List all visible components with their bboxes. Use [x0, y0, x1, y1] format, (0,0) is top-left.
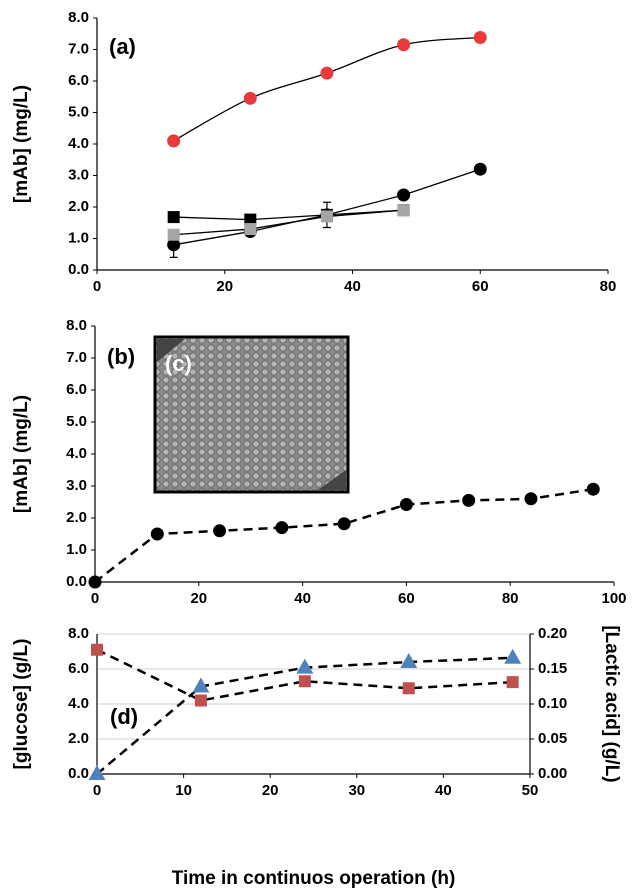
series-line [96, 648, 513, 702]
x-tick-label: 20 [216, 278, 233, 295]
marker [192, 677, 210, 693]
x-tick-label: 0 [93, 278, 101, 295]
marker [504, 648, 522, 664]
x-tick-label: 40 [435, 782, 452, 799]
marker [244, 223, 257, 236]
x-tick-label: 0 [93, 782, 101, 799]
marker [194, 694, 207, 707]
marker [296, 658, 314, 674]
series-line [96, 656, 513, 775]
x-tick-label: 40 [344, 278, 361, 295]
marker [397, 188, 411, 202]
y2-tick-label: 0.10 [538, 695, 567, 712]
y-tick-label: 6.0 [68, 72, 89, 89]
marker [586, 482, 600, 496]
y-tick-label: 3.0 [66, 477, 87, 494]
marker [213, 524, 227, 538]
y2-tick-label: 0.00 [538, 765, 567, 782]
y2-tick-label: 0.20 [538, 625, 567, 642]
panel-label: (d) [110, 704, 138, 729]
x-tick-label: 80 [502, 590, 519, 607]
marker [275, 521, 289, 535]
x-tick-label: 80 [600, 278, 617, 295]
marker [402, 682, 415, 695]
x-tick-label: 0 [91, 590, 99, 607]
marker [167, 211, 180, 224]
y-tick-label: 2.0 [68, 730, 89, 747]
y-tick-label: 4.0 [68, 135, 89, 152]
marker [506, 676, 519, 689]
inset-label: (c) [165, 351, 192, 376]
y2-tick-label: 0.05 [538, 730, 567, 747]
y-tick-label: 8.0 [68, 625, 89, 642]
y2-axis-label: [Lactic acid] (g/L) [601, 625, 622, 782]
marker [88, 575, 102, 589]
y-tick-label: 2.0 [68, 198, 89, 215]
series-line [94, 487, 594, 583]
marker [397, 38, 411, 52]
y-tick-label: 7.0 [66, 349, 87, 366]
marker [400, 653, 418, 668]
x-tick-label: 60 [472, 278, 489, 295]
x-tick-label: 100 [601, 590, 626, 607]
x-tick-label: 30 [348, 782, 365, 799]
marker [167, 228, 180, 241]
marker [244, 213, 257, 226]
x-tick-label: 20 [262, 782, 279, 799]
marker [473, 162, 487, 176]
y-tick-label: 2.0 [66, 509, 87, 526]
y-tick-label: 6.0 [68, 660, 89, 677]
y-tick-label: 4.0 [68, 695, 89, 712]
series-line [173, 209, 404, 236]
y-tick-label: 4.0 [66, 445, 87, 462]
inset-image [153, 335, 350, 494]
y-tick-label: 0.0 [68, 765, 89, 782]
y-tick-label: 8.0 [68, 9, 89, 26]
x-tick-label: 40 [294, 590, 311, 607]
y2-tick-label: 0.15 [538, 660, 567, 677]
marker [320, 210, 333, 223]
panel-label: (b) [107, 344, 135, 369]
y-axis-label: [mAb] (mg/L) [11, 395, 32, 513]
panel-label: (a) [109, 34, 136, 59]
x-axis-label: Time in continuos operation (h) [172, 868, 456, 889]
inset-shadow [157, 339, 185, 362]
y-tick-label: 6.0 [66, 381, 87, 398]
marker [167, 238, 181, 252]
y-tick-label: 3.0 [68, 166, 89, 183]
marker [167, 134, 181, 148]
y-tick-label: 8.0 [66, 317, 87, 334]
series-line [173, 36, 481, 142]
marker [298, 675, 311, 688]
y-tick-label: 5.0 [66, 413, 87, 430]
y-tick-label: 5.0 [68, 103, 89, 120]
y-tick-label: 0.0 [66, 573, 87, 590]
x-tick-label: 10 [175, 782, 192, 799]
marker [320, 66, 334, 80]
marker [397, 204, 410, 217]
marker [150, 527, 164, 541]
y-tick-label: 7.0 [68, 40, 89, 57]
x-tick-label: 60 [398, 590, 415, 607]
x-tick-label: 50 [522, 782, 539, 799]
marker [399, 498, 413, 512]
inset-shadow [318, 470, 346, 490]
y-tick-label: 0.0 [68, 261, 89, 278]
marker [462, 493, 476, 507]
y-axis-label: [glucose] (g/L) [11, 639, 32, 770]
x-tick-label: 20 [190, 590, 207, 607]
marker [243, 91, 257, 105]
series-line [173, 209, 404, 221]
marker [524, 492, 538, 506]
marker [88, 765, 106, 780]
marker [337, 517, 351, 531]
y-tick-label: 1.0 [66, 541, 87, 558]
marker [473, 31, 487, 45]
y-axis-label: [mAb] (mg/L) [11, 85, 32, 203]
marker [91, 643, 103, 656]
y-tick-label: 1.0 [68, 229, 89, 246]
